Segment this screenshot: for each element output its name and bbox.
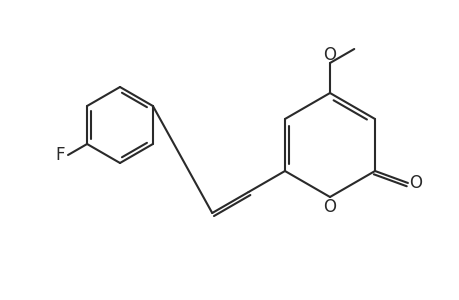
Text: O: O	[323, 198, 336, 216]
Text: F: F	[55, 146, 65, 164]
Text: O: O	[409, 174, 421, 192]
Text: O: O	[323, 46, 336, 64]
